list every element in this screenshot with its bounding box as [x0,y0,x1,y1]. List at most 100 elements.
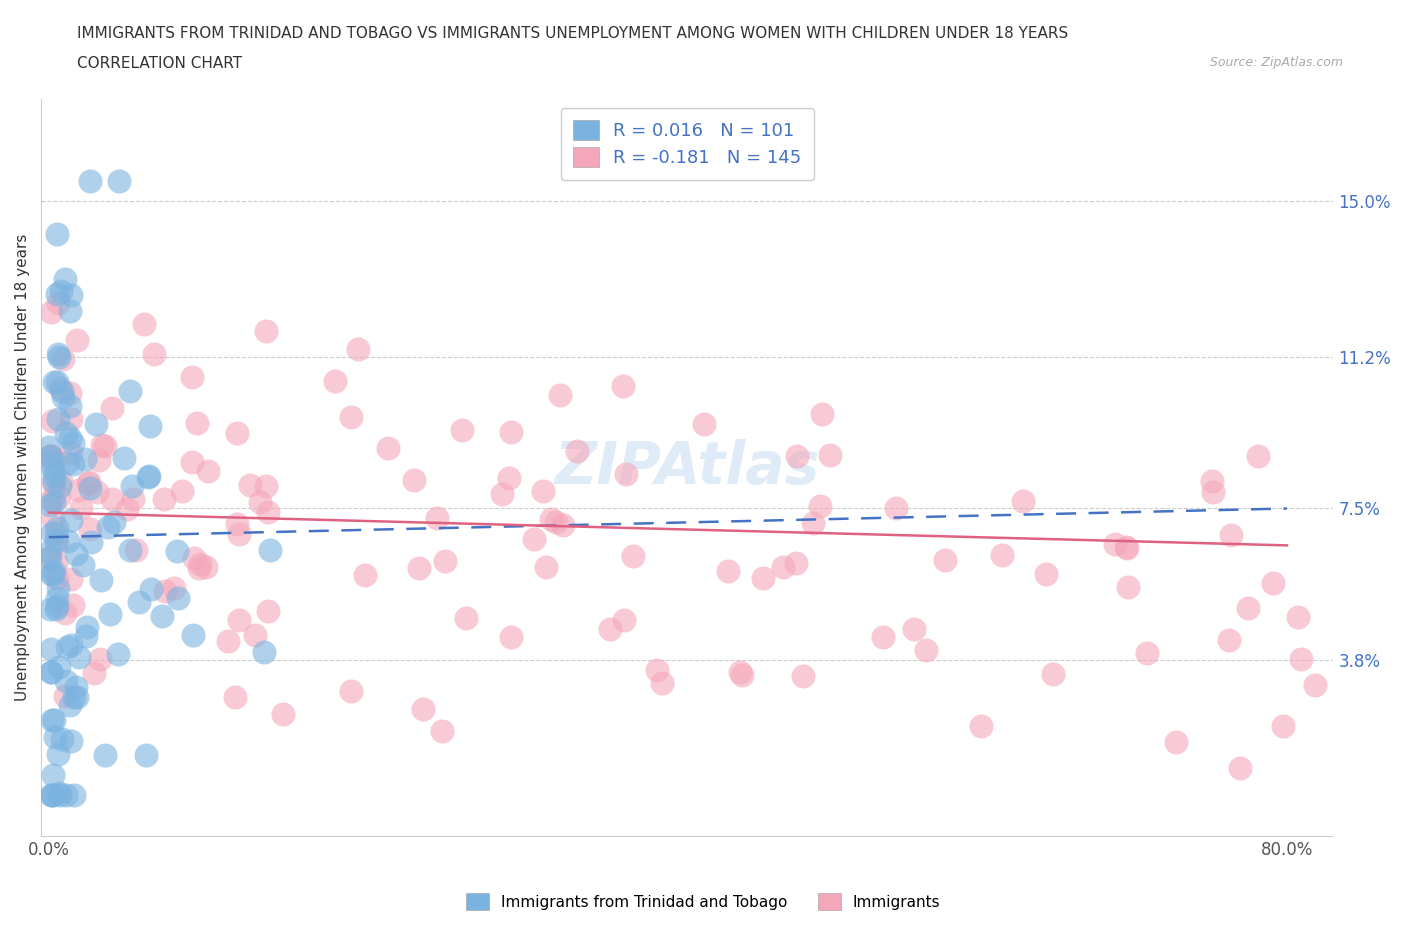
Point [621,549,644,564]
Point [499,630,522,644]
Point [808,498,831,513]
Point [153,584,176,599]
Point [163,581,186,596]
Point [65,547,87,562]
Point [45,521,67,536]
Point [128,594,150,609]
Point [41,525,63,540]
Point [426,511,449,525]
Point [551,518,574,533]
Point [56,534,79,549]
Point [408,561,430,576]
Point [39,448,62,463]
Point [120,543,142,558]
Point [254,479,277,494]
Point [1201,473,1223,488]
Point [257,604,280,618]
Point [45,599,67,614]
Point [253,644,276,659]
Point [101,492,124,507]
Point [67,483,90,498]
Point [42,475,65,490]
Point [107,173,129,188]
Point [139,418,162,433]
Point [48,581,70,596]
Point [717,564,740,578]
Point [59,512,82,527]
Point [46,347,69,362]
Point [42,495,65,510]
Point [103,514,125,529]
Point [87,453,110,468]
Legend: Immigrants from Trinidad and Tobago, Immigrants: Immigrants from Trinidad and Tobago, Imm… [458,885,948,918]
Point [41,788,63,803]
Point [44,525,66,540]
Point [80,535,103,550]
Point [49,380,72,395]
Point [39,664,62,679]
Point [614,467,637,482]
Point [498,471,520,485]
Point [86,485,108,499]
Point [167,591,190,605]
Point [228,612,250,627]
Point [599,621,621,636]
Point [89,652,111,667]
Point [38,551,60,565]
Point [76,619,98,634]
Point [41,512,63,526]
Point [217,634,239,649]
Text: Source: ZipAtlas.com: Source: ZipAtlas.com [1209,56,1343,69]
Point [1136,645,1159,660]
Point [792,669,814,684]
Point [51,284,73,299]
Point [651,675,673,690]
Point [48,350,70,365]
Point [730,665,752,680]
Point [60,412,83,427]
Point [62,457,84,472]
Point [531,484,554,498]
Point [565,444,588,458]
Point [70,500,93,515]
Point [454,611,477,626]
Point [903,621,925,636]
Point [45,533,67,548]
Point [138,469,160,484]
Point [46,375,69,390]
Point [752,570,775,585]
Point [540,512,562,526]
Point [121,478,143,493]
Point [38,440,60,455]
Point [239,478,262,493]
Point [340,684,363,698]
Point [62,598,84,613]
Point [1289,651,1312,666]
Point [186,416,208,431]
Point [1220,527,1243,542]
Point [39,664,62,679]
Point [612,379,634,393]
Point [166,544,188,559]
Point [181,627,204,642]
Point [323,374,346,389]
Point [101,401,124,416]
Point [377,441,399,456]
Point [188,557,211,572]
Point [433,554,456,569]
Point [63,689,86,704]
Point [254,324,277,339]
Point [224,689,246,704]
Point [786,448,808,463]
Point [118,384,141,399]
Point [59,304,82,319]
Point [52,390,75,405]
Point [38,545,60,560]
Point [84,417,107,432]
Point [195,560,218,575]
Point [1164,735,1187,750]
Point [45,555,67,570]
Point [93,439,115,454]
Point [93,748,115,763]
Point [79,474,101,489]
